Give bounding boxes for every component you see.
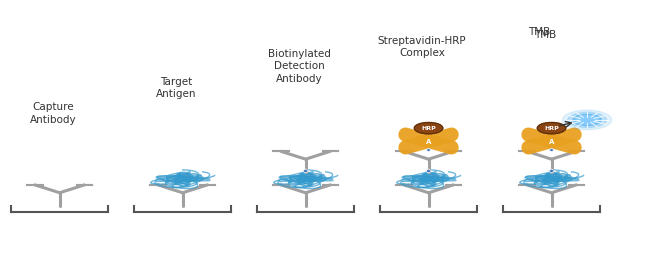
- Circle shape: [538, 122, 566, 134]
- Polygon shape: [549, 169, 554, 173]
- Text: A: A: [426, 139, 431, 145]
- Polygon shape: [302, 169, 309, 173]
- Polygon shape: [549, 148, 554, 152]
- Circle shape: [567, 112, 606, 128]
- Text: Capture
Antibody: Capture Antibody: [30, 102, 77, 125]
- Text: TMB: TMB: [528, 27, 551, 37]
- Circle shape: [577, 116, 597, 124]
- Circle shape: [414, 122, 443, 134]
- Text: A: A: [549, 139, 554, 145]
- Text: Streptavidin-HRP
Complex: Streptavidin-HRP Complex: [378, 36, 467, 58]
- Text: Biotinylated
Detection
Antibody: Biotinylated Detection Antibody: [268, 49, 331, 84]
- Text: HRP: HRP: [544, 126, 559, 131]
- Circle shape: [573, 114, 601, 126]
- Text: Target
Antigen: Target Antigen: [156, 77, 196, 99]
- Text: HRP: HRP: [421, 126, 436, 131]
- Text: TMB: TMB: [534, 30, 556, 40]
- Circle shape: [562, 110, 612, 130]
- Polygon shape: [426, 148, 431, 152]
- Polygon shape: [426, 169, 432, 173]
